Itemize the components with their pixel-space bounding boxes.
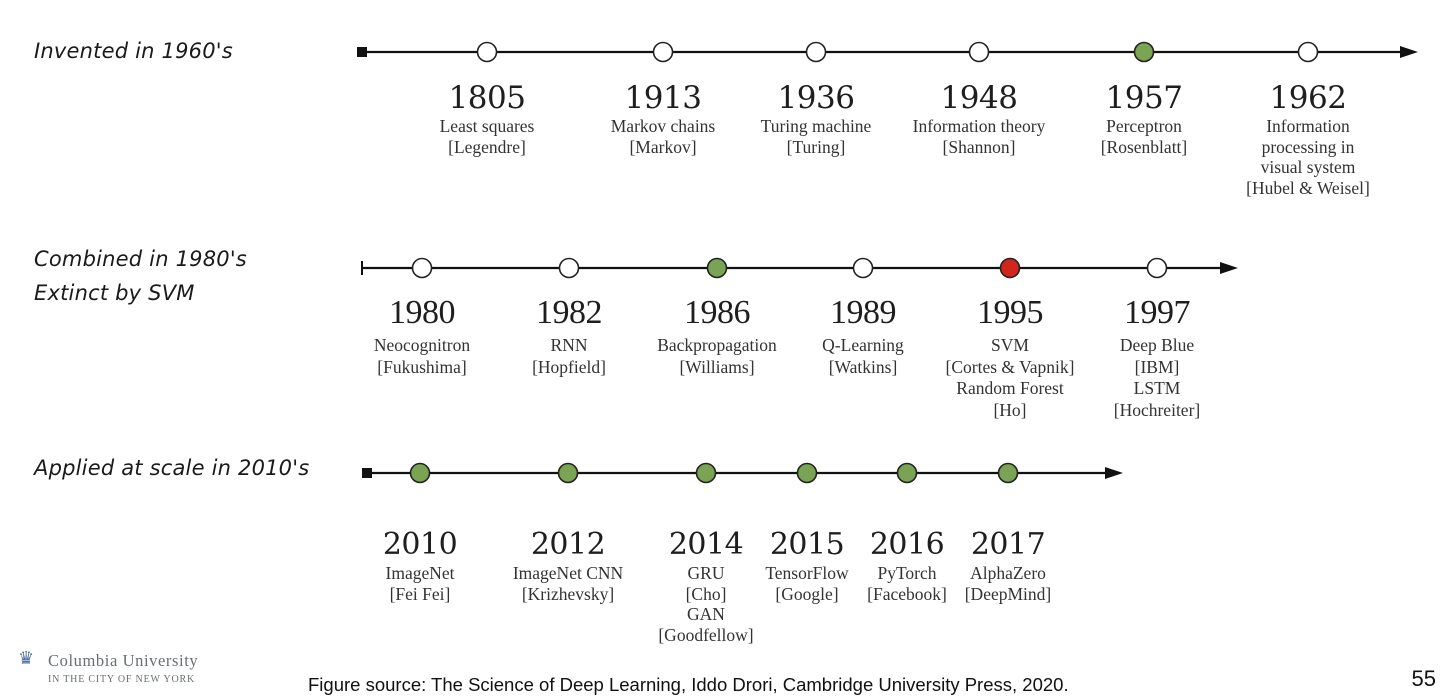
- event-year: 2014: [668, 527, 744, 562]
- event-1936: 1936 Turing machine [Turing]: [731, 80, 901, 157]
- timeline-node-1913: [652, 41, 674, 63]
- event-year: 1997: [1124, 294, 1191, 331]
- event-year: 1913: [624, 80, 702, 116]
- timeline-node-2010: [409, 462, 431, 484]
- timeline-node-1805: [476, 41, 498, 63]
- event-1980: 1980 Neocognitron [Fukushima]: [337, 295, 507, 378]
- event-year: 1995: [977, 294, 1044, 331]
- timeline-node-2017: [997, 462, 1019, 484]
- event-description: RNN [Hopfield]: [532, 335, 606, 377]
- timeline-node-2015: [796, 462, 818, 484]
- row-label-2010s: Applied at scale in 2010's: [34, 456, 310, 480]
- timeline-start-marker: [357, 47, 367, 57]
- event-description: Information processing in visual system …: [1246, 116, 1370, 198]
- event-1805: 1805 Least squares [Legendre]: [402, 80, 572, 157]
- event-description: Q-Learning [Watkins]: [822, 335, 904, 377]
- event-2016: 2016 PyTorch [Facebook]: [822, 527, 992, 604]
- event-description: Turing machine [Turing]: [760, 116, 872, 157]
- event-1913: 1913 Markov chains [Markov]: [578, 80, 748, 157]
- event-1989: 1989 Q-Learning [Watkins]: [778, 295, 948, 378]
- event-1962: 1962 Information processing in visual sys…: [1223, 80, 1393, 198]
- event-2012: 2012 ImageNet CNN [Krizhevsky]: [483, 527, 653, 604]
- timeline-node-1936: [805, 41, 827, 63]
- event-1982: 1982 RNN [Hopfield]: [484, 295, 654, 378]
- arrow-head-icon: [1220, 262, 1238, 274]
- event-2010: 2010 ImageNet [Fei Fei]: [335, 527, 505, 604]
- event-description: SVM [Cortes & Vapnik] Random Forest [Ho]: [945, 335, 1075, 420]
- arrow-head-icon: [1400, 46, 1418, 58]
- event-description: AlphaZero [DeepMind]: [964, 563, 1052, 604]
- arrow-head-icon: [1105, 467, 1123, 479]
- event-description: Least squares [Legendre]: [439, 116, 535, 157]
- logo-subtitle: IN THE CITY OF NEW YORK: [48, 674, 196, 685]
- event-year: 1957: [1105, 80, 1183, 116]
- row-label-1960s: Invented in 1960's: [34, 39, 233, 63]
- event-2014: 2014 GRU [Cho] GAN [Goodfellow]: [621, 527, 791, 645]
- timeline-node-1962: [1297, 41, 1319, 63]
- event-description: Markov chains [Markov]: [610, 116, 716, 157]
- crown-icon: ♛: [18, 648, 35, 668]
- timeline-start-marker: [362, 468, 372, 478]
- event-year: 2017: [970, 527, 1046, 562]
- event-year: 2012: [530, 527, 606, 562]
- event-description: ImageNet [Fei Fei]: [385, 563, 455, 604]
- timeline-node-1980: [411, 257, 433, 279]
- timeline-node-1982: [558, 257, 580, 279]
- page-number: 55: [1411, 666, 1436, 691]
- event-description: Information theory [Shannon]: [912, 116, 1046, 157]
- event-1948: 1948 Information theory [Shannon]: [894, 80, 1064, 157]
- timeline-node-1948: [968, 41, 990, 63]
- logo-name: Columbia University: [48, 651, 199, 670]
- timeline-node-1986: [706, 257, 728, 279]
- event-description: ImageNet CNN [Krizhevsky]: [512, 563, 624, 604]
- event-1986: 1986 Backpropagation [Williams]: [632, 295, 802, 378]
- timeline-node-2012: [557, 462, 579, 484]
- event-year: 2015: [769, 527, 845, 562]
- event-year: 2016: [869, 527, 945, 562]
- figure-source: Figure source: The Science of Deep Learn…: [308, 674, 1069, 695]
- event-year: 1980: [389, 294, 456, 331]
- event-1997: 1997 Deep Blue [IBM] LSTM [Hochreiter]: [1072, 295, 1242, 421]
- event-1995: 1995 SVM [Cortes & Vapnik] Random Forest …: [925, 295, 1095, 421]
- event-1957: 1957 Perceptron [Rosenblatt]: [1059, 80, 1229, 157]
- event-description: Backpropagation [Williams]: [657, 335, 777, 377]
- event-year: 1805: [448, 80, 526, 116]
- event-year: 2010: [382, 527, 458, 562]
- event-description: Neocognitron [Fukushima]: [373, 335, 471, 377]
- timeline-node-2014: [695, 462, 717, 484]
- event-description: TensorFlow [Google]: [765, 563, 849, 604]
- event-year: 1982: [536, 294, 603, 331]
- timeline-node-1957: [1133, 41, 1155, 63]
- event-year: 1948: [940, 80, 1018, 116]
- event-year: 1936: [777, 80, 855, 116]
- event-description: PyTorch [Facebook]: [867, 563, 947, 604]
- timeline-node-1995: [999, 257, 1021, 279]
- timeline-node-2016: [896, 462, 918, 484]
- row-label-1980s: Combined in 1980's Extinct by SVM: [34, 247, 247, 305]
- timeline-node-1989: [852, 257, 874, 279]
- event-2015: 2015 TensorFlow [Google]: [722, 527, 892, 604]
- event-description: GRU [Cho] GAN [Goodfellow]: [658, 563, 754, 645]
- event-description: Deep Blue [IBM] LSTM [Hochreiter]: [1113, 335, 1201, 420]
- event-description: Perceptron [Rosenblatt]: [1100, 116, 1188, 157]
- event-year: 1962: [1269, 80, 1347, 116]
- event-2017: 2017 AlphaZero [DeepMind]: [923, 527, 1093, 604]
- event-year: 1989: [830, 294, 897, 331]
- event-year: 1986: [684, 294, 751, 331]
- timeline-node-1997: [1146, 257, 1168, 279]
